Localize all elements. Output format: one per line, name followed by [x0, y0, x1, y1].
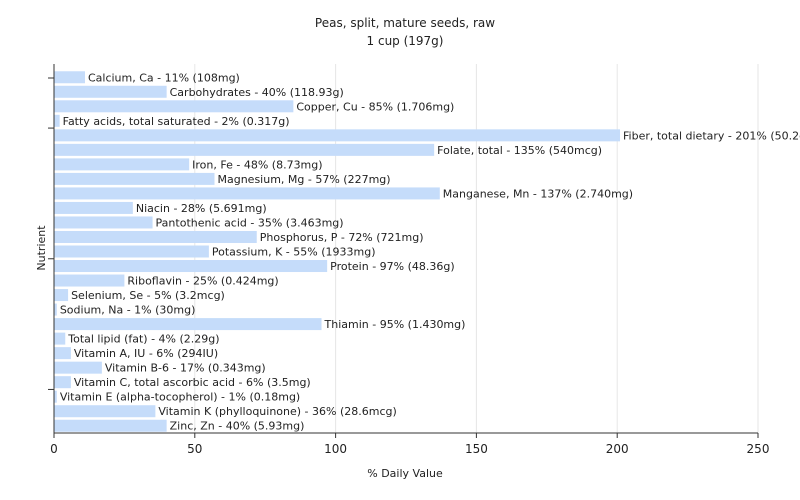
y-axis-title: Nutrient [35, 225, 48, 271]
bar [54, 347, 71, 360]
bar [54, 172, 215, 185]
bar-label: Carbohydrates - 40% (118.93g) [170, 86, 344, 99]
bar [54, 143, 435, 156]
bar [54, 274, 125, 287]
x-tick-label: 250 [747, 442, 770, 456]
bar-label: Vitamin K (phylloquinone) - 36% (28.6mcg… [158, 405, 396, 418]
bar [54, 260, 328, 273]
bar-label: Phosphorus, P - 72% (721mg) [260, 231, 424, 244]
bar-label: Zinc, Zn - 40% (5.93mg) [170, 420, 305, 433]
bar-label: Niacin - 28% (5.691mg) [136, 202, 267, 215]
bar [54, 129, 621, 142]
bar [54, 405, 156, 418]
bar [54, 100, 294, 113]
bar-label: Folate, total - 135% (540mcg) [437, 144, 602, 157]
bar [54, 85, 167, 98]
bar-label: Iron, Fe - 48% (8.73mg) [192, 158, 322, 171]
x-axis-ticks: 0 50 100 150 200 250 [50, 433, 769, 456]
bar [54, 158, 190, 171]
bar-label: Vitamin A, IU - 6% (294IU) [74, 347, 218, 360]
bar-label: Total lipid (fat) - 4% (2.29g) [67, 333, 219, 346]
bar [54, 201, 133, 214]
bar [54, 419, 167, 432]
chart-title: Peas, split, mature seeds, raw [315, 16, 495, 30]
bar [54, 187, 440, 200]
bar [54, 361, 102, 374]
bar-label: Pantothenic acid - 35% (3.463mg) [156, 216, 344, 229]
x-axis-title: % Daily Value [367, 467, 443, 480]
bar-label: Vitamin B-6 - 17% (0.343mg) [105, 362, 266, 375]
chart-subtitle: 1 cup (197g) [367, 34, 444, 48]
grid-lines [194, 64, 759, 433]
x-tick-label: 50 [187, 442, 202, 456]
bar-label: Sodium, Na - 1% (30mg) [60, 304, 196, 317]
bar [54, 245, 209, 258]
bar-label: Magnesium, Mg - 57% (227mg) [218, 173, 391, 186]
bar-label: Fatty acids, total saturated - 2% (0.317… [63, 115, 290, 128]
x-tick-label: 100 [324, 442, 347, 456]
bar [54, 318, 322, 331]
x-tick-label: 150 [465, 442, 488, 456]
bar [54, 332, 66, 345]
bar [54, 289, 69, 302]
axes [48, 64, 758, 434]
bar-label: Vitamin E (alpha-tocopherol) - 1% (0.18m… [60, 391, 300, 404]
bar-label: Riboflavin - 25% (0.424mg) [127, 275, 278, 288]
bar-label: Thiamin - 95% (1.430mg) [324, 318, 466, 331]
bar-label: Selenium, Se - 5% (3.2mcg) [71, 289, 225, 302]
bar-label: Fiber, total dietary - 201% (50.2g) [623, 129, 800, 142]
bar [54, 230, 257, 243]
bars: Calcium, Ca - 11% (108mg) Carbohydrates -… [54, 71, 800, 433]
bar [54, 303, 57, 316]
bar-label: Calcium, Ca - 11% (108mg) [88, 71, 240, 84]
bar-label: Vitamin C, total ascorbic acid - 6% (3.5… [74, 376, 311, 389]
bar [54, 390, 57, 403]
bar-label: Potassium, K - 55% (1933mg) [212, 246, 376, 259]
bar-label: Copper, Cu - 85% (1.706mg) [296, 100, 454, 113]
x-tick-label: 200 [606, 442, 629, 456]
x-tick-label: 0 [50, 442, 58, 456]
bar [54, 114, 60, 127]
bar-label: Protein - 97% (48.36g) [330, 260, 455, 273]
bar [54, 376, 71, 389]
bar-label: Manganese, Mn - 137% (2.740mg) [443, 187, 633, 200]
bar [54, 71, 85, 84]
bar [54, 216, 153, 229]
